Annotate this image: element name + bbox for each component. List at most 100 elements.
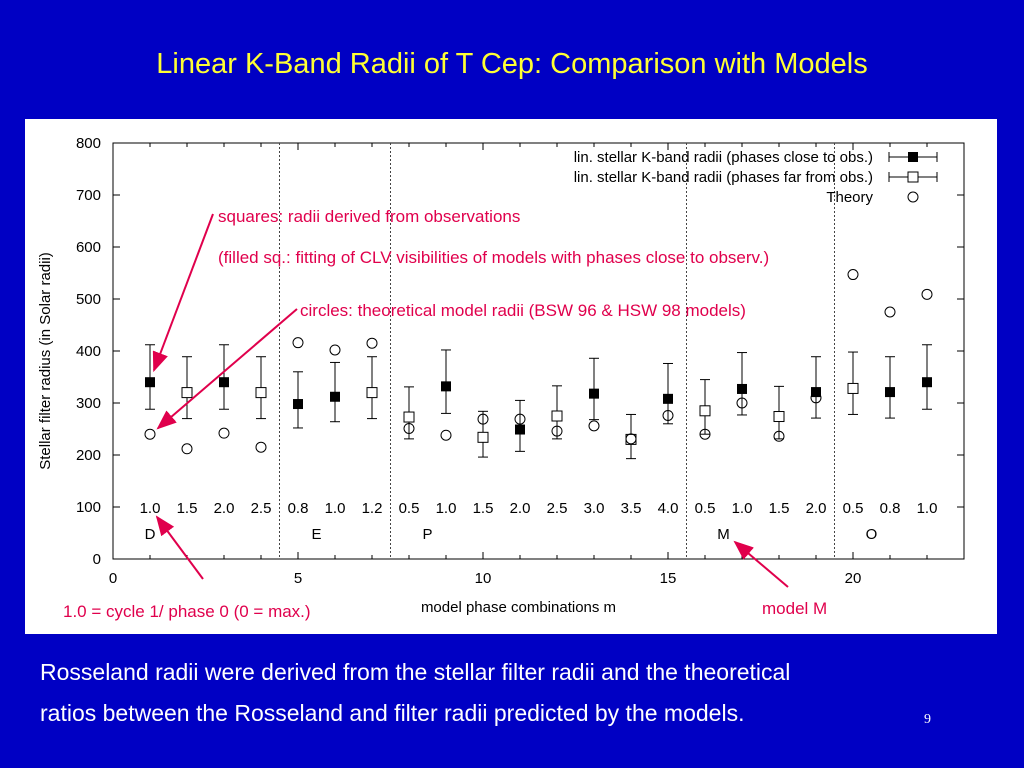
data-point-filled-square [145,377,155,388]
data-point-circle [218,427,230,439]
y-tick-label: 300 [76,395,101,412]
arrow-circles [156,308,298,430]
annotation-circles: circles: theoretical model radii (BSW 96… [300,301,746,320]
data-point-filled-square [330,391,340,402]
phase-label: 1.2 [362,500,383,517]
y-tick-label: 800 [76,135,101,152]
phase-label: 0.5 [399,500,420,517]
data-point-open-square [366,387,378,399]
model-label: M [717,526,730,543]
x-tick-label: 0 [109,570,117,587]
data-point-circle [699,428,711,440]
phase-label: 0.8 [288,500,309,517]
phase-label: 2.5 [251,500,272,517]
phase-label: 0.5 [695,500,716,517]
phase-label: 0.5 [843,500,864,517]
data-point-circle [810,392,822,404]
x-tick-label: 5 [294,570,302,587]
annotation-filled-squares: (filled sq.: fitting of CLV visibilities… [218,248,769,267]
arrow-squares [152,213,214,373]
data-point-open-square [181,387,193,399]
legend-label: Theory [826,189,873,206]
data-point-filled-square [663,393,673,404]
x-tick-label: 20 [845,570,862,587]
page-number: 9 [924,712,931,727]
x-tick-label: 15 [660,570,677,587]
y-tick-label: 200 [76,447,101,464]
model-label: O [866,526,878,543]
legend-marker-circle [907,191,919,203]
data-point-circle [662,409,674,421]
y-tick-label: 100 [76,499,101,516]
data-point-filled-square [293,399,303,410]
data-point-circle [477,413,489,425]
arrow-cycle [155,515,204,580]
data-point-circle [403,422,415,434]
legend-label: lin. stellar K-band radii (phases close … [574,149,873,166]
data-point-filled-square [219,377,229,388]
model-label: E [311,526,321,543]
phase-label: 1.0 [140,500,161,517]
phase-label: 1.5 [473,500,494,517]
chart-svg: 0 100 200 300 400 500 600 700 800 0 5 10 15 20 model p… [37,135,965,621]
y-tick-label: 500 [76,291,101,308]
phase-label: 0.8 [880,500,901,517]
data-point-open-square [255,387,267,399]
data-point-filled-square [737,383,747,394]
data-point-filled-square [441,381,451,392]
data-point-filled-square [885,387,895,398]
phase-label: 2.0 [510,500,531,517]
data-point-circle [736,397,748,409]
phase-label: 1.0 [732,500,753,517]
phase-label: 4.0 [658,500,679,517]
data-point-open-square [403,411,415,423]
data-point-open-square [847,382,859,394]
phase-label: 1.5 [177,500,198,517]
data-point-circle [366,337,378,349]
data-point-circle [588,420,600,432]
data-point-circle [181,443,193,455]
data-point-circle [255,441,267,453]
legend-label: lin. stellar K-band radii (phases far fr… [574,169,873,186]
phase-label: 3.0 [584,500,605,517]
data-point-filled-square [515,424,525,435]
data-point-open-square [477,431,489,443]
data-point-circle [144,428,156,440]
phase-label: 2.5 [547,500,568,517]
x-axis-label: model phase combinations m [421,599,616,616]
phase-label: 2.0 [214,500,235,517]
data-point-circle [773,430,785,442]
model-label: P [422,526,432,543]
y-tick-label: 700 [76,187,101,204]
data-point-filled-square [589,388,599,399]
phase-label: 2.0 [806,500,827,517]
phase-label: 1.5 [769,500,790,517]
y-tick-label: 400 [76,343,101,360]
data-point-open-square [699,405,711,417]
annotation-cycle: 1.0 = cycle 1/ phase 0 (0 = max.) [63,602,311,621]
data-point-open-square [773,411,785,423]
phase-label: 1.0 [436,500,457,517]
legend-marker-open-square [907,171,919,183]
annotation-model: model M [762,599,827,618]
data-point-circle [884,306,896,318]
chart-figure: 0 100 200 300 400 500 600 700 800 0 5 10 15 20 model p… [25,119,997,634]
phase-label: 1.0 [325,500,346,517]
y-tick-label: 0 [93,551,101,568]
data-point-filled-square [922,377,932,388]
slide-title: Linear K-Band Radii of T Cep: Comparison… [156,48,868,80]
caption-line-1: Rosseland radii were derived from the st… [40,659,791,685]
legend-marker-filled-square [908,152,918,162]
data-point-circle [847,269,859,281]
phase-label: 3.5 [621,500,642,517]
annotation-squares: squares: radii derived from observations [218,207,520,226]
data-point-filled-square [811,387,821,398]
phase-label: 1.0 [917,500,938,517]
arrow-model [733,540,789,588]
model-label: D [145,526,156,543]
data-point-circle [625,433,637,445]
data-point-circle [921,288,933,300]
y-tick-label: 600 [76,239,101,256]
data-point-circle [514,413,526,425]
data-point-circle [329,344,341,356]
